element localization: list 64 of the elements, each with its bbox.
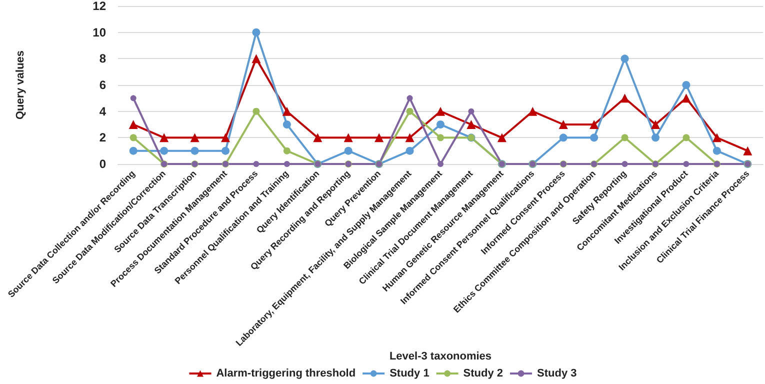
point — [344, 146, 352, 155]
point — [282, 120, 291, 128]
point — [252, 54, 261, 64]
point — [344, 133, 353, 142]
point — [590, 120, 599, 129]
point — [683, 161, 690, 167]
point — [622, 161, 628, 167]
point — [682, 81, 690, 89]
point — [129, 146, 138, 155]
legend-label: Study 2 — [463, 368, 504, 380]
y-axis-title: Query values — [14, 50, 26, 120]
point — [222, 146, 230, 155]
y-tick-label: 10 — [92, 25, 106, 40]
point — [160, 146, 168, 155]
point — [406, 146, 414, 155]
point — [651, 120, 660, 129]
point — [712, 133, 722, 142]
point — [130, 134, 137, 142]
point — [190, 133, 200, 142]
point — [160, 133, 169, 142]
point — [128, 120, 138, 129]
point — [253, 161, 260, 167]
point — [282, 106, 292, 116]
point — [497, 133, 506, 142]
point — [130, 95, 136, 102]
point — [712, 146, 721, 155]
y-tick-label: 4 — [99, 104, 106, 118]
point — [252, 28, 260, 36]
point — [374, 133, 384, 142]
point — [190, 146, 199, 155]
point — [590, 134, 598, 142]
y-tick-label: 8 — [99, 52, 106, 66]
y-tick-label: 2 — [99, 130, 106, 145]
point — [405, 133, 414, 142]
point — [436, 120, 444, 128]
point — [743, 146, 752, 156]
legend-label: Study 3 — [537, 368, 577, 380]
point — [620, 54, 629, 63]
point — [468, 108, 474, 114]
point — [252, 108, 260, 115]
y-tick-label: 12 — [92, 0, 106, 13]
point — [438, 161, 444, 167]
legend-label: Alarm-triggering threshold — [216, 368, 356, 380]
point — [284, 161, 290, 167]
point — [558, 120, 568, 129]
legend-label: Study 1 — [390, 368, 430, 380]
point — [652, 134, 660, 142]
point — [682, 134, 690, 142]
point — [620, 94, 630, 103]
y-tick-label: 0 — [99, 157, 106, 171]
point — [283, 147, 290, 154]
point — [528, 106, 538, 116]
y-tick-label: 6 — [99, 78, 106, 92]
point — [682, 94, 691, 103]
point — [621, 134, 628, 142]
point — [436, 106, 445, 116]
point — [559, 134, 568, 142]
point — [466, 120, 476, 129]
point — [406, 108, 414, 115]
point — [313, 133, 322, 142]
point — [406, 95, 413, 102]
x-axis-title: Level-3 taxonomies — [389, 350, 492, 362]
point — [221, 133, 230, 142]
point — [437, 134, 444, 142]
